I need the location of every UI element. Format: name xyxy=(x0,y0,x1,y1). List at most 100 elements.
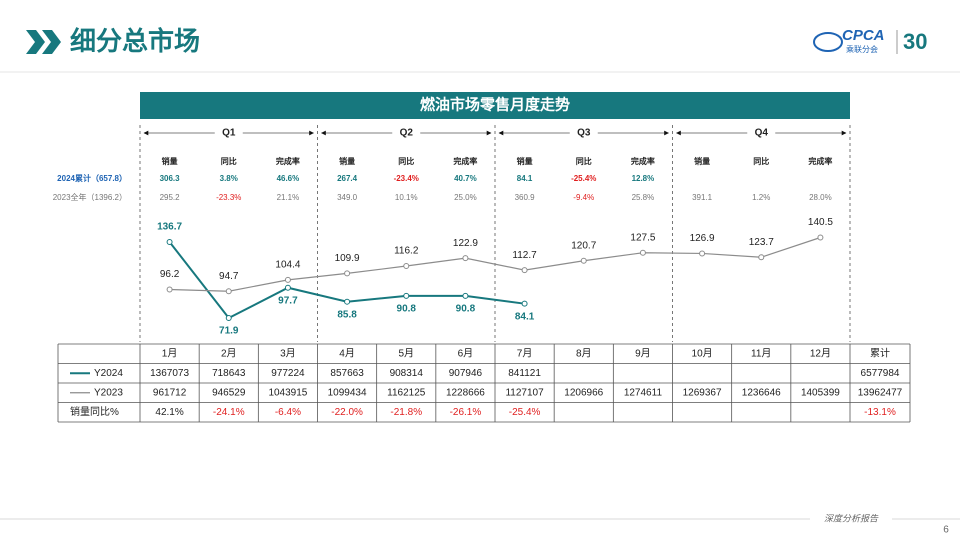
stat-value: 84.1 xyxy=(517,174,533,183)
stat-value: 306.3 xyxy=(160,174,181,183)
table-header: 11月 xyxy=(751,347,771,359)
point xyxy=(225,288,232,295)
logo-text: CPCA xyxy=(842,27,885,44)
stat-value: 360.9 xyxy=(515,193,536,202)
data-label: 90.8 xyxy=(456,303,476,314)
chevron-icon xyxy=(26,30,61,54)
data-label: 90.8 xyxy=(397,303,417,314)
stat-value: 1.2% xyxy=(752,193,770,202)
data-label: 126.9 xyxy=(690,233,715,244)
stat-header: 同比 xyxy=(753,156,769,166)
stat-row-label: 2023全年（1396.2） xyxy=(53,192,127,202)
point xyxy=(344,270,351,277)
stat-value: 25.0% xyxy=(454,193,477,202)
data-label: 109.9 xyxy=(335,253,360,264)
table-header: 6月 xyxy=(458,347,474,359)
point xyxy=(344,298,351,305)
chart-title-bar xyxy=(140,92,850,119)
quarter-label: Q2 xyxy=(400,128,414,139)
table-header: 8月 xyxy=(576,347,592,359)
table-cell: 907946 xyxy=(449,368,483,379)
point xyxy=(580,257,587,264)
point xyxy=(284,284,291,291)
stat-value: 10.1% xyxy=(395,193,418,202)
stat-value: 295.2 xyxy=(160,193,181,202)
point xyxy=(462,255,469,262)
point xyxy=(403,292,410,299)
point xyxy=(284,276,291,283)
table-cell: 1274611 xyxy=(624,387,663,398)
legend-label: Y2024 xyxy=(94,368,123,379)
table-cell: 977224 xyxy=(271,368,305,379)
table-header: 累计 xyxy=(870,346,890,359)
table-cell: -6.4% xyxy=(275,407,301,418)
data-label: 96.2 xyxy=(160,269,180,280)
chart-title: 燃油市场零售月度走势 xyxy=(420,95,570,113)
stat-header: 销量 xyxy=(162,156,178,166)
stat-header: 完成率 xyxy=(453,156,477,166)
quarter-label: Q3 xyxy=(577,128,591,139)
chart-area: Q1 Q2 Q3 Q4 销量 同比 完成率 销量 同比 完成率 销量 同比 完成率 销量 同比 完成率 2024… xyxy=(53,125,911,423)
legend-label: Y2023 xyxy=(94,387,123,398)
data-label: 85.8 xyxy=(337,309,357,320)
series-line xyxy=(169,236,821,292)
data-label: 104.4 xyxy=(275,260,300,271)
table-header: 2月 xyxy=(221,347,237,359)
stat-header: 同比 xyxy=(221,156,237,166)
data-label: 120.7 xyxy=(571,240,596,251)
stat-header: 销量 xyxy=(517,156,533,166)
data-label: 122.9 xyxy=(453,238,478,249)
logo-swoosh xyxy=(813,32,843,52)
row-label: 销量同比% xyxy=(70,405,119,418)
point xyxy=(462,292,469,299)
data-label: 94.7 xyxy=(219,271,239,282)
data-label: 97.7 xyxy=(278,295,298,306)
table-cell: -24.1% xyxy=(213,407,245,418)
stat-value: -23.3% xyxy=(216,193,241,202)
data-label: 136.7 xyxy=(157,222,182,233)
table-header: 7月 xyxy=(517,347,533,359)
stat-value: 3.8% xyxy=(220,174,238,183)
stat-value: 21.1% xyxy=(277,193,300,202)
table-cell: 1236646 xyxy=(742,387,781,398)
stat-header: 完成率 xyxy=(631,156,655,166)
table-cell: 718643 xyxy=(212,368,246,379)
table-cell: 1228666 xyxy=(446,387,485,398)
point xyxy=(817,234,824,241)
table-cell: 13962477 xyxy=(858,387,903,398)
table-cell: 946529 xyxy=(212,387,246,398)
point xyxy=(639,249,646,256)
stat-value: 349.0 xyxy=(337,193,358,202)
stat-header: 销量 xyxy=(339,156,355,166)
data-label: 140.5 xyxy=(808,217,833,228)
data-label: 116.2 xyxy=(394,246,419,257)
table-cell: -25.4% xyxy=(509,407,541,418)
logo-subtitle: 乘联分会 xyxy=(846,44,878,54)
table-header: 12月 xyxy=(810,347,831,359)
table-cell: 1043915 xyxy=(268,387,307,398)
point xyxy=(758,254,765,261)
stat-header: 完成率 xyxy=(276,156,300,166)
stat-row-label: 2024累计（657.8） xyxy=(57,173,127,183)
data-label: 71.9 xyxy=(219,326,239,337)
table-cell: 1269367 xyxy=(683,387,722,398)
stat-header: 销量 xyxy=(694,156,710,166)
stat-header: 同比 xyxy=(398,156,414,166)
table-cell: 1405399 xyxy=(801,387,840,398)
logo-number: 30 xyxy=(903,29,927,54)
stat-value: 28.0% xyxy=(809,193,832,202)
table-cell: 1162125 xyxy=(387,387,426,398)
table-cell: 1206966 xyxy=(564,387,603,398)
point xyxy=(699,250,706,257)
quarter-label: Q4 xyxy=(755,128,769,139)
table-cell: 841121 xyxy=(508,368,541,379)
table-cell: 857663 xyxy=(330,368,364,379)
stat-value: 267.4 xyxy=(337,174,358,183)
table-header: 5月 xyxy=(398,347,414,359)
table-header: 3月 xyxy=(280,347,296,359)
table-cell: -21.8% xyxy=(390,407,422,418)
stat-value: 25.8% xyxy=(632,193,655,202)
data-label: 84.1 xyxy=(515,311,535,322)
